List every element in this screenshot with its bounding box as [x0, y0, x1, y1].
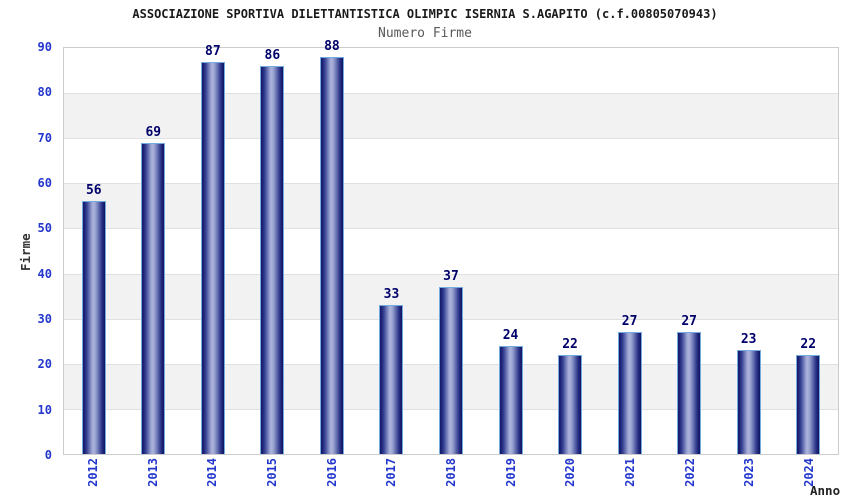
- bar-value-label: 24: [502, 327, 519, 343]
- bar-value-label: 33: [383, 287, 400, 303]
- bar-value-label: 86: [264, 48, 281, 64]
- bar-slot: 22: [540, 48, 600, 454]
- x-tick-label: 2012: [85, 458, 100, 487]
- bar-2018: [438, 287, 463, 454]
- x-tick-label: 2013: [145, 458, 160, 487]
- x-tick-label: 2020: [563, 458, 578, 487]
- bar-value-label: 69: [145, 124, 162, 140]
- bar-2020: [558, 354, 583, 454]
- x-tick: 2020: [541, 458, 601, 500]
- bar-value-label: 88: [324, 39, 340, 55]
- bar-slot: 22: [778, 48, 838, 454]
- x-tick-label: 2014: [205, 458, 220, 487]
- bar-value-label: 22: [800, 336, 817, 352]
- x-tick: 2018: [421, 458, 481, 500]
- bar-series: 56 69 87 86 88 33 37 24 22 27 27 23 22: [64, 39, 838, 454]
- x-axis-labels: 2012 2013 2014 2015 2016 2017 2018 2019 2020 2021…: [63, 458, 839, 500]
- bar-2023: [736, 350, 761, 454]
- grid-band-plain: [64, 138, 838, 183]
- y-tick-label: 10: [37, 402, 52, 417]
- grid-band-plain: [64, 228, 838, 273]
- x-tick: 2012: [63, 458, 123, 500]
- bar-2013: [141, 142, 166, 454]
- bar-value-label: 27: [681, 314, 697, 330]
- bar-slot: 24: [481, 48, 541, 454]
- x-tick: 2023: [720, 458, 780, 500]
- plot-area: 56 69 87 86 88 33 37 24 22 27 27 23 22: [63, 39, 839, 455]
- bar-2021: [617, 332, 642, 454]
- y-tick-label: 70: [37, 130, 52, 145]
- bar-slot: 23: [719, 48, 779, 454]
- y-axis-ticks: 0 10 20 30 40 50 60 70 80 90: [0, 0, 52, 500]
- bar-2015: [260, 66, 285, 454]
- y-tick-label: 0: [44, 448, 52, 462]
- bar-2022: [677, 332, 702, 454]
- bar-slot: 33: [362, 48, 422, 454]
- x-tick: 2013: [123, 458, 183, 500]
- bar-value-label: 22: [562, 336, 578, 352]
- x-tick: 2014: [182, 458, 242, 500]
- x-tick: 2015: [242, 458, 302, 500]
- bar-slot: 86: [243, 48, 303, 454]
- bar-value-label: 56: [85, 183, 102, 199]
- bar-slot: 87: [183, 44, 243, 454]
- x-tick-label: 2017: [384, 458, 399, 487]
- y-tick-label: 30: [37, 312, 52, 326]
- bar-slot: 37: [421, 48, 481, 454]
- bar-slot: 56: [64, 48, 124, 454]
- bar-slot: 27: [659, 48, 719, 454]
- bar-value-label: 87: [205, 43, 221, 59]
- x-tick: 2021: [600, 458, 660, 500]
- grid-band-shaded: [64, 183, 838, 229]
- bar-value-label: 27: [621, 314, 638, 330]
- x-tick-label: 2023: [742, 458, 757, 487]
- bar-2019: [498, 345, 523, 454]
- bar-2014: [200, 61, 225, 454]
- y-tick-label: 20: [37, 357, 52, 372]
- chart-title: ASSOCIAZIONE SPORTIVA DILETTANTISTICA OL…: [132, 7, 718, 21]
- bar-slot: 27: [600, 48, 660, 454]
- bar-value-label: 23: [740, 332, 757, 348]
- grid-band-shaded: [64, 93, 838, 139]
- bar-2012: [81, 201, 106, 454]
- x-tick-label: 2015: [264, 458, 279, 487]
- x-tick-label: 2021: [623, 458, 638, 487]
- x-tick-label: 2018: [443, 458, 458, 487]
- bar-slot: 69: [124, 48, 184, 454]
- y-tick-label: 40: [37, 266, 52, 281]
- y-tick-label: 90: [37, 40, 52, 54]
- y-tick-label: 50: [37, 221, 52, 236]
- x-tick: 2019: [481, 458, 541, 500]
- bar-2017: [379, 305, 404, 454]
- x-tick: 2022: [660, 458, 720, 500]
- x-tick-label: 2019: [503, 458, 518, 487]
- x-tick: 2017: [361, 458, 421, 500]
- x-axis-title: Anno: [810, 483, 841, 498]
- bar-slot: 88: [302, 39, 362, 454]
- y-tick-label: 60: [37, 176, 52, 190]
- bar-2016: [319, 57, 344, 454]
- bar-value-label: 37: [443, 269, 459, 285]
- x-tick-label: 2022: [682, 458, 697, 487]
- chart-subtitle: Numero Firme: [378, 26, 472, 41]
- bar-2024: [796, 354, 821, 454]
- x-tick: 2016: [302, 458, 362, 500]
- x-tick-label: 2016: [324, 458, 339, 487]
- y-tick-label: 80: [37, 85, 52, 100]
